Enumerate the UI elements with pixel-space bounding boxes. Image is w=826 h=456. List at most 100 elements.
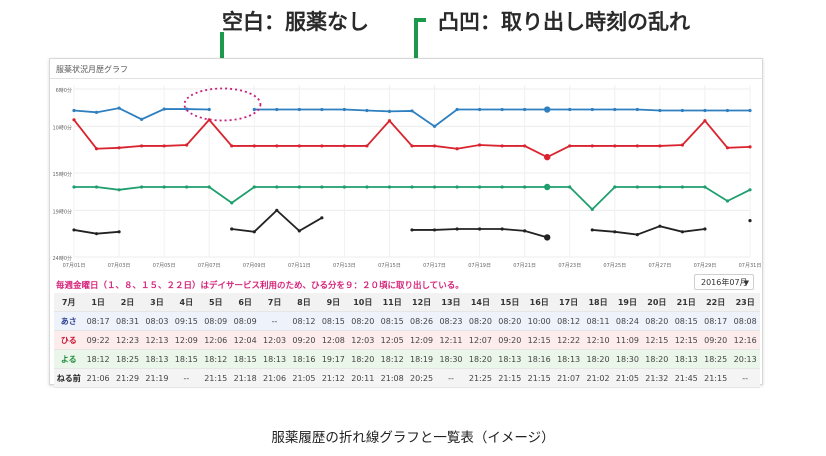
table-day-header: 22日: [700, 293, 731, 312]
series-point-hiru: [432, 144, 437, 148]
series-point-neru: [748, 219, 752, 223]
series-point-asa: [658, 108, 662, 113]
series-line-neru: [231, 209, 323, 233]
series-point-yoru: [94, 185, 99, 189]
month-select[interactable]: 2016年07月 ▼: [694, 274, 754, 290]
table-cell: 08:15: [671, 311, 701, 331]
series-point-yoru: [544, 183, 551, 191]
series-point-neru: [94, 232, 99, 236]
table-cell: 08:17: [700, 311, 731, 331]
series-point-hiru: [590, 144, 594, 148]
series-point-hiru: [523, 144, 527, 148]
series-point-yoru: [568, 185, 572, 189]
series-point-hiru: [297, 144, 301, 148]
table-cell: 12:10: [583, 330, 613, 350]
y-tick-label: 15時0分: [52, 171, 72, 178]
table-cell: 09:20: [495, 330, 525, 350]
x-tick-label: 07月25日: [603, 263, 626, 269]
table-day-header: 15日: [495, 293, 525, 312]
series-point-asa: [252, 107, 256, 112]
series-point-yoru: [635, 185, 639, 189]
table-row-label: よる: [54, 349, 84, 369]
table-day-header: 5日: [201, 293, 231, 312]
table-cell: 08:12: [289, 311, 319, 331]
medication-table: 7月 1日 2日 3日 4日 5日 6日 7日 8日 9日 10日 11日 12日 13日 14日 15日 1…: [54, 293, 760, 388]
series-point-asa: [162, 107, 166, 111]
table-cell: 18:15: [171, 349, 202, 369]
table-cell: 21:15: [524, 368, 554, 388]
table-row-hiru: ひる 09:22 12:23 12:13 12:09 12:06 12:04 12:03 09:…: [54, 330, 760, 350]
table-cell: 12:04: [230, 330, 260, 350]
x-tick-label: 07月05日: [153, 263, 176, 269]
series-point-neru: [590, 228, 594, 232]
series-point-hiru: [365, 144, 369, 148]
series-point-asa: [432, 124, 437, 128]
series-point-neru: [275, 208, 279, 212]
table-cell: 08:20: [642, 311, 672, 331]
series-point-yoru: [523, 185, 527, 189]
series-point-hiru: [320, 144, 324, 148]
series-point-yoru: [207, 185, 211, 189]
table-cell: 21:19: [142, 368, 172, 388]
table-cell: 21:29: [112, 368, 143, 388]
series-point-asa: [590, 107, 594, 112]
table-cell: 08:26: [406, 311, 437, 331]
table-cell: 18:13: [495, 349, 525, 369]
table-day-header: 19日: [612, 293, 643, 312]
figure-caption: 服薬履歴の折れ線グラフと一覧表（イメージ）: [271, 430, 555, 446]
table-cell: --: [730, 368, 760, 388]
series-point-neru: [252, 230, 256, 234]
series-point-neru: [635, 233, 639, 237]
table-cell: 18:13: [142, 349, 172, 369]
series-point-yoru: [117, 188, 121, 192]
series-point-hiru: [635, 144, 639, 148]
table-cell: 12:13: [142, 330, 172, 350]
series-point-asa: [703, 108, 707, 113]
series-point-yoru: [230, 201, 234, 205]
series-point-asa: [207, 107, 211, 112]
y-tick-label: 6時0分: [56, 87, 72, 94]
series-point-yoru: [297, 185, 301, 189]
x-tick-label: 07月15日: [378, 263, 401, 269]
table-row-yoru: よる 18:12 18:25 18:13 18:15 18:12 18:15 18:13 18:…: [54, 349, 760, 369]
table-cell: 21:06: [259, 368, 290, 388]
series-point-hiru: [568, 144, 572, 148]
table-cell: 21:15: [700, 368, 731, 388]
table-cell: 08:15: [318, 311, 349, 331]
series-point-neru: [410, 228, 414, 232]
series-point-yoru: [320, 185, 324, 189]
series-point-asa: [680, 108, 685, 113]
table-cell: 10:00: [524, 311, 554, 331]
table-row-label: ひる: [54, 330, 84, 350]
y-tick-label: 10時0分: [52, 124, 72, 131]
series-point-asa: [544, 106, 551, 113]
table-cell: 18:12: [83, 349, 113, 369]
table-day-header: 10日: [348, 293, 378, 312]
table-row-neru: ねる前 21:06 21:29 21:19 -- 21:15 21:18 21:06 21:05…: [54, 368, 760, 388]
x-tick-label: 07月23日: [558, 263, 581, 269]
table-cell: 08:24: [612, 311, 643, 331]
table-cell: 08:17: [83, 311, 113, 331]
table-cell: 09:20: [289, 330, 319, 350]
series-point-neru: [478, 227, 482, 231]
series-point-hiru: [140, 144, 144, 148]
table-day-header: 1日: [83, 293, 113, 312]
table-cell: 18:12: [377, 349, 407, 369]
gap-ellipse: [183, 87, 262, 122]
table-row-label: ねる前: [54, 368, 84, 388]
series-point-hiru: [410, 144, 414, 148]
table-cell: 12:06: [201, 330, 231, 350]
x-tick-label: 07月29日: [694, 263, 717, 269]
dayservice-note: 毎週金曜日（１、８、１５、２２日）はデイサービス利用のため、ひる分を９：２０頃に…: [56, 281, 464, 291]
table-cell: 12:11: [436, 330, 466, 350]
series-point-asa: [387, 109, 392, 113]
table-cell: 12:15: [671, 330, 701, 350]
series-point-neru: [117, 230, 121, 234]
x-tick-label: 07月13日: [333, 263, 356, 269]
table-day-header: 4日: [171, 293, 202, 312]
table-cell: 12:15: [524, 330, 554, 350]
table-cell: 18:20: [642, 349, 672, 369]
series-line-hiru: [73, 118, 751, 159]
x-tick-label: 07月09日: [243, 263, 266, 269]
